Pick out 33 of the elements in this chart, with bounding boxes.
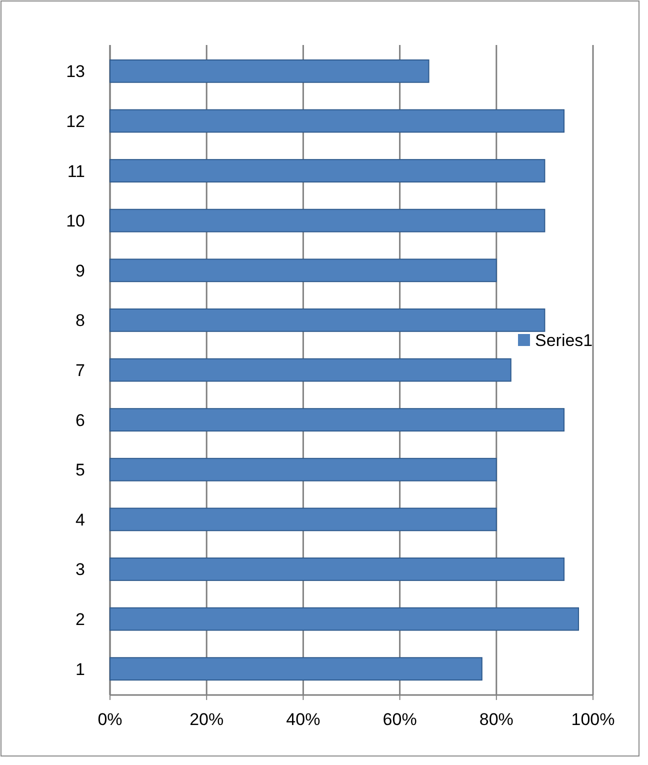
y-tick-label: 11 [67,162,85,181]
legend-label: Series1 [535,331,593,350]
bar [110,258,497,282]
y-tick-label: 3 [76,560,85,580]
bar [110,408,565,432]
x-tick-label: 20% [190,710,224,729]
y-tick-label: 13 [66,62,85,82]
bar [110,159,546,182]
bar [110,657,482,681]
y-tick-label: 1 [76,660,85,679]
bar [110,109,565,133]
bar [110,308,546,332]
y-tick-label: 8 [76,311,85,330]
x-tick-label: 0% [98,710,122,729]
x-tick-label: 100% [571,710,615,729]
bar [110,208,546,232]
x-tick-label: 40% [286,710,320,729]
x-tick-label: 80% [479,710,514,729]
bar [110,558,565,581]
y-tick-label: 2 [76,610,85,630]
y-tick-label: 10 [66,212,85,231]
bar [110,358,512,382]
bar [110,59,430,83]
y-tick-label: 7 [76,361,85,380]
y-tick-label: 9 [76,261,85,280]
bar [110,458,497,482]
bar [110,607,580,631]
x-tick-label: 60% [382,710,417,729]
bar [110,508,497,532]
y-tick-label: 12 [66,112,85,131]
y-tick-label: 4 [76,510,85,530]
y-tick-label: 5 [76,460,85,480]
y-tick-label: 6 [76,410,85,430]
